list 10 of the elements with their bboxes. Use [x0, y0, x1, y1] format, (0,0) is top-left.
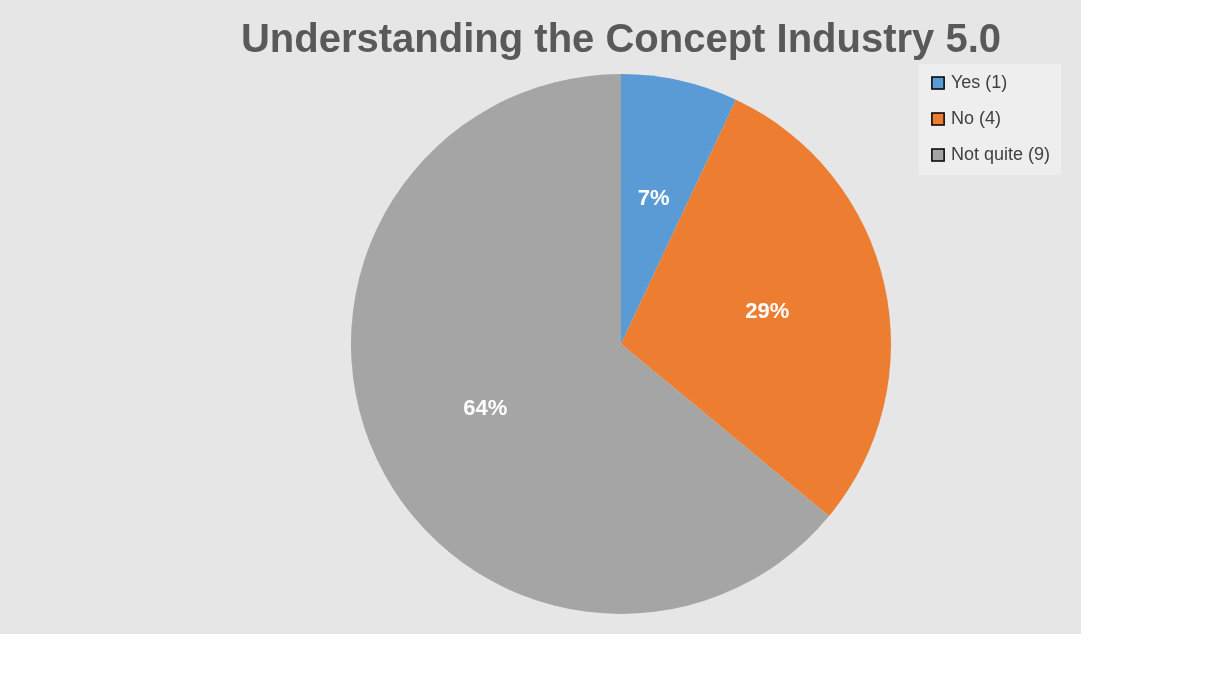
- pie-slice: [351, 74, 830, 614]
- chart-title: Understanding the Concept Industry 5.0: [240, 16, 1002, 60]
- data-label: 29%: [745, 298, 790, 324]
- legend-label: Not quite (9): [951, 144, 1051, 164]
- legend-label: No (4): [951, 108, 1002, 128]
- legend-label: Yes (1): [951, 72, 1008, 92]
- data-label: 7%: [637, 184, 670, 210]
- data-label: 64%: [463, 394, 508, 420]
- pie-slice: [621, 99, 891, 517]
- pie-slice: [621, 74, 736, 344]
